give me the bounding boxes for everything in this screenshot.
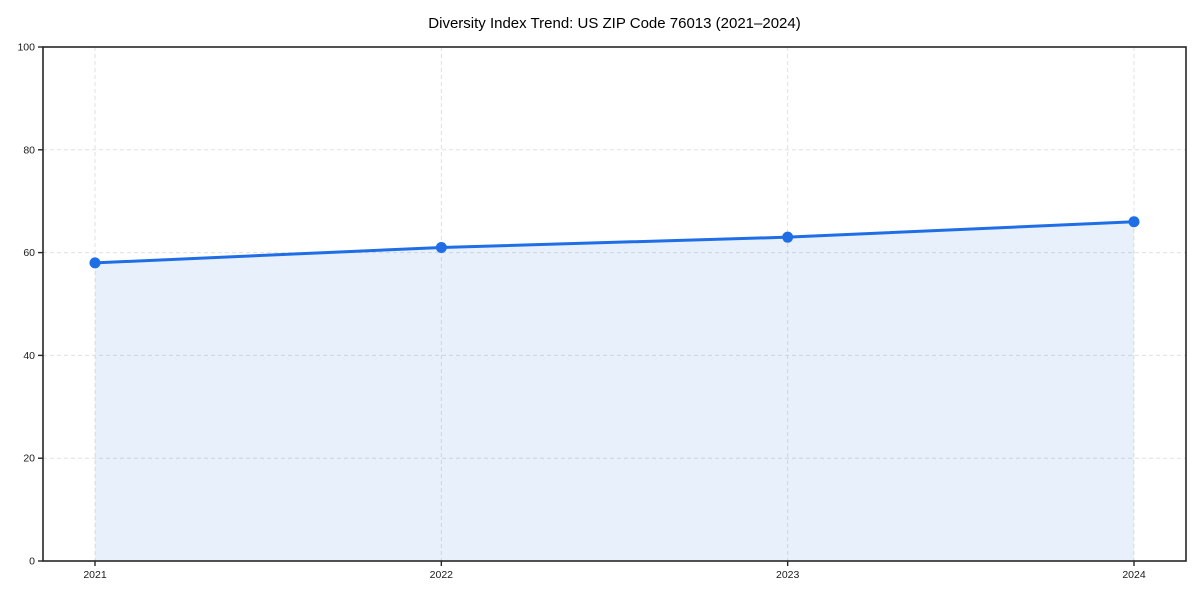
x-tick-label: 2024 [1122, 569, 1146, 581]
data-point-2022 [435, 241, 447, 253]
y-tick-label: 100 [17, 42, 35, 54]
y-tick-label: 60 [23, 247, 35, 259]
data-point-2023 [782, 231, 794, 243]
y-tick-label: 20 [23, 453, 35, 465]
data-point-2021 [89, 257, 101, 269]
y-tick-label: 0 [29, 556, 35, 568]
chart-title: Diversity Index Trend: US ZIP Code 76013… [428, 15, 801, 32]
data-point-2024 [1128, 216, 1140, 228]
plot-border [42, 46, 1187, 562]
x-tick-label: 2023 [776, 569, 800, 581]
x-tick-label: 2021 [83, 569, 107, 581]
x-tick-label: 2022 [430, 569, 454, 581]
area-fill [95, 221, 1134, 561]
y-tick-label: 80 [23, 144, 35, 156]
y-tick-label: 40 [23, 350, 35, 362]
trend-line [93, 220, 1136, 265]
